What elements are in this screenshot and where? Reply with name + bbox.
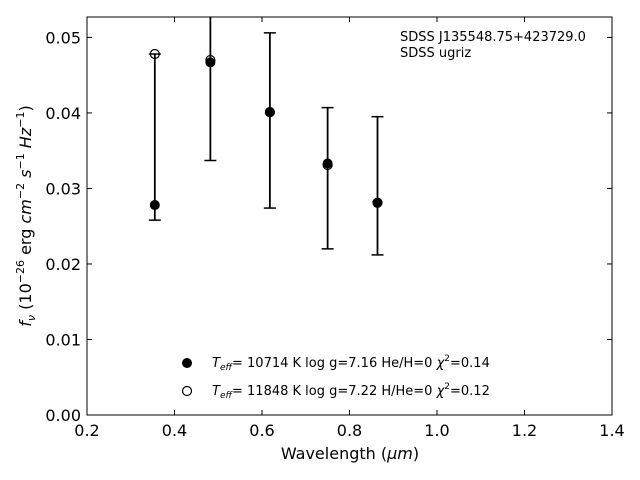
annotation-photometry: SDSS ugriz [400, 46, 471, 61]
markers [149, 48, 383, 211]
annotation-object-name: SDSS J135548.75+423729.0 [400, 30, 586, 45]
x-axis-label: Wavelength (μm) [281, 444, 419, 463]
legend: Teff= 10714 K log g=7.16 He/H=0 χ2=0.14 … [181, 354, 490, 401]
x-tick-label: 1.4 [599, 421, 624, 440]
y-axis-label: fν (10−26 erg cm−2 s−1 Hz−1) [14, 105, 38, 326]
legend-entry-1: Teff= 10714 K log g=7.16 He/H=0 χ2=0.14 [212, 354, 490, 373]
x-tick-label: 0.4 [162, 421, 187, 440]
model-point-open [372, 197, 383, 208]
legend-marker-filled [182, 358, 192, 368]
model-point-open [322, 159, 333, 171]
model-point-open [264, 107, 275, 118]
y-tick-label: 0.04 [45, 104, 81, 123]
legend-marker-open [181, 385, 193, 397]
model-point-filled [149, 200, 160, 211]
model-point-open [205, 54, 216, 66]
legend-entry-2: Teff= 11848 K log g=7.22 H/He=0 χ2=0.12 [212, 382, 490, 401]
y-tick-label: 0.00 [45, 406, 81, 425]
model-point-filled [205, 57, 216, 68]
error-bars [148, 17, 384, 256]
y-tick-label: 0.05 [45, 28, 81, 47]
model-point-open [149, 48, 160, 60]
x-tick-label: 0.6 [249, 421, 274, 440]
ticks: 0.2 0.4 0.6 0.8 1.0 1.2 1.4 0.00 0.01 0.02 0.03 0.0… [45, 17, 625, 440]
y-tick-label: 0.03 [45, 179, 81, 198]
x-tick-label: 1.0 [424, 421, 449, 440]
x-tick-label: 1.2 [512, 421, 537, 440]
y-tick-label: 0.02 [45, 255, 81, 274]
y-tick-label: 0.01 [45, 330, 81, 349]
x-tick-label: 0.2 [74, 421, 99, 440]
x-tick-label: 0.8 [337, 421, 362, 440]
